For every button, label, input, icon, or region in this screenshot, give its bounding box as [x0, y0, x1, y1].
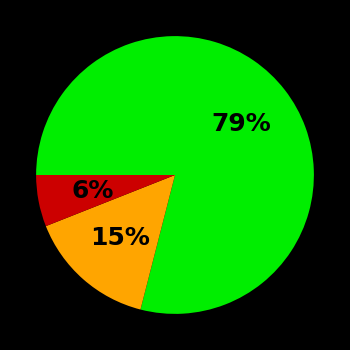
Text: 79%: 79% [211, 112, 271, 136]
Text: 15%: 15% [90, 225, 150, 250]
Wedge shape [36, 36, 314, 314]
Wedge shape [46, 175, 175, 309]
Wedge shape [36, 175, 175, 226]
Text: 6%: 6% [72, 178, 114, 203]
